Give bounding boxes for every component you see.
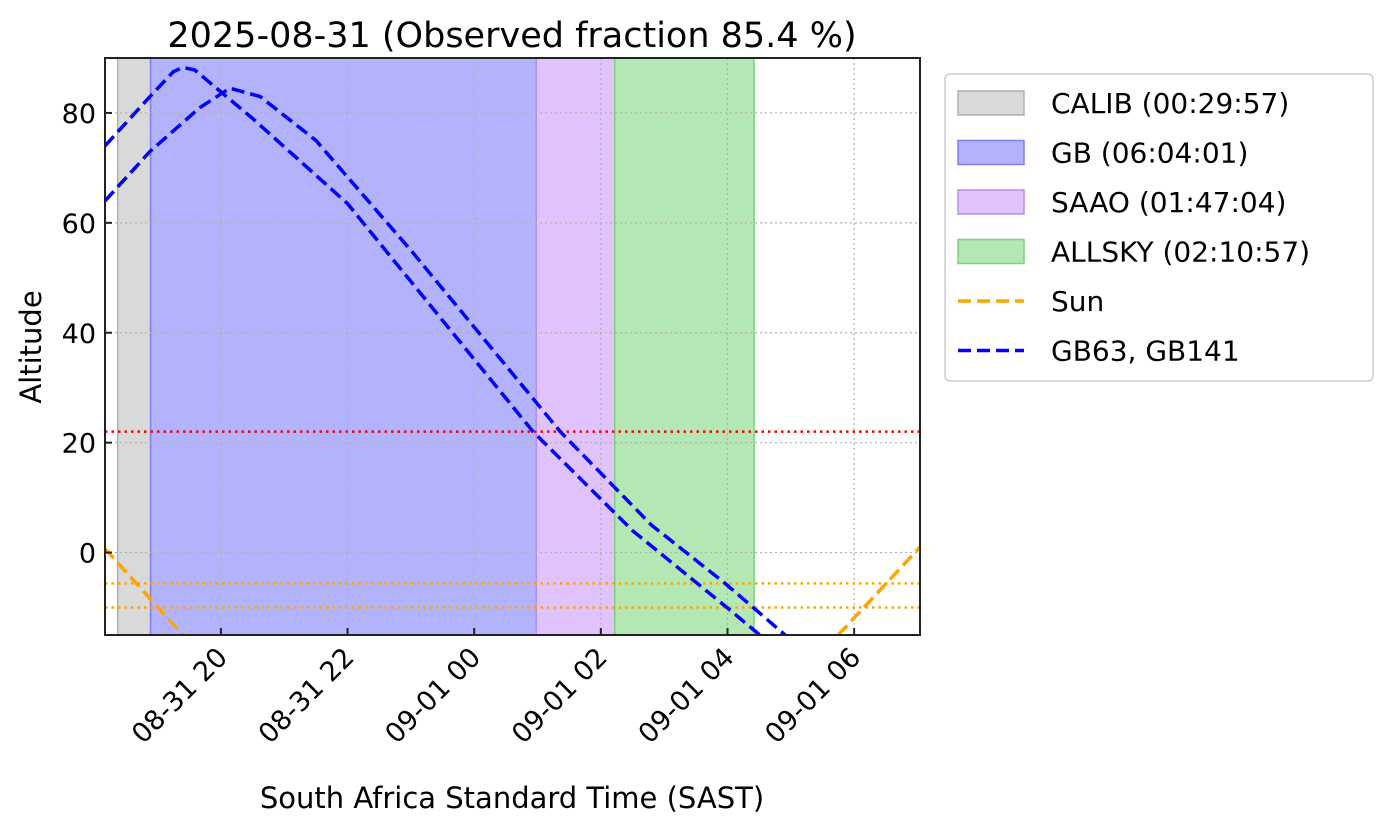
band-0: [116, 58, 152, 635]
legend-swatch: [957, 90, 1025, 116]
plot-area: [105, 58, 920, 635]
legend-swatch: [957, 189, 1025, 215]
legend-label: CALIB (00:29:57): [1051, 87, 1289, 120]
legend-swatch: [957, 139, 1025, 166]
x-tick-label: 08-31 22: [253, 642, 361, 750]
x-tick-label: 09-01 06: [759, 642, 867, 750]
series-line-sun: [105, 547, 185, 635]
series-line-sun: [837, 545, 920, 635]
chart-title: 2025-08-31 (Observed fraction 85.4 %): [167, 16, 856, 56]
y-tick-label: 20: [62, 429, 96, 460]
legend-label: GB63, GB141: [1051, 335, 1240, 368]
x-tick-label: 09-01 00: [379, 642, 487, 750]
legend-swatch: [957, 238, 1025, 265]
legend-box: [944, 73, 1374, 382]
band-3: [614, 58, 755, 635]
plot-frame: [104, 57, 921, 636]
x-axis-label: South Africa Standard Time (SAST): [260, 781, 764, 815]
y-tick-label: 80: [62, 99, 96, 130]
band-1: [149, 58, 537, 635]
x-tick-label: 09-01 04: [633, 642, 741, 750]
series-line-gb141: [105, 86, 787, 635]
y-tick-label: 0: [79, 539, 96, 570]
legend-label: ALLSKY (02:10:57): [1051, 236, 1310, 269]
y-tick-label: 40: [62, 319, 96, 350]
band-2: [535, 58, 616, 635]
y-tick-label: 60: [62, 209, 96, 240]
y-axis-label: Altitude: [14, 290, 48, 403]
legend-label: Sun: [1051, 285, 1104, 318]
series-line-gb63: [105, 65, 761, 635]
legend: CALIB (00:29:57) GB (06:04:01) SAAO (01:47…: [944, 73, 1374, 382]
legend-label: GB (06:04:01): [1051, 137, 1248, 170]
x-tick-label: 08-31 20: [126, 642, 234, 750]
x-tick-label: 09-01 02: [506, 642, 614, 750]
legend-label: SAAO (01:47:04): [1051, 186, 1286, 219]
